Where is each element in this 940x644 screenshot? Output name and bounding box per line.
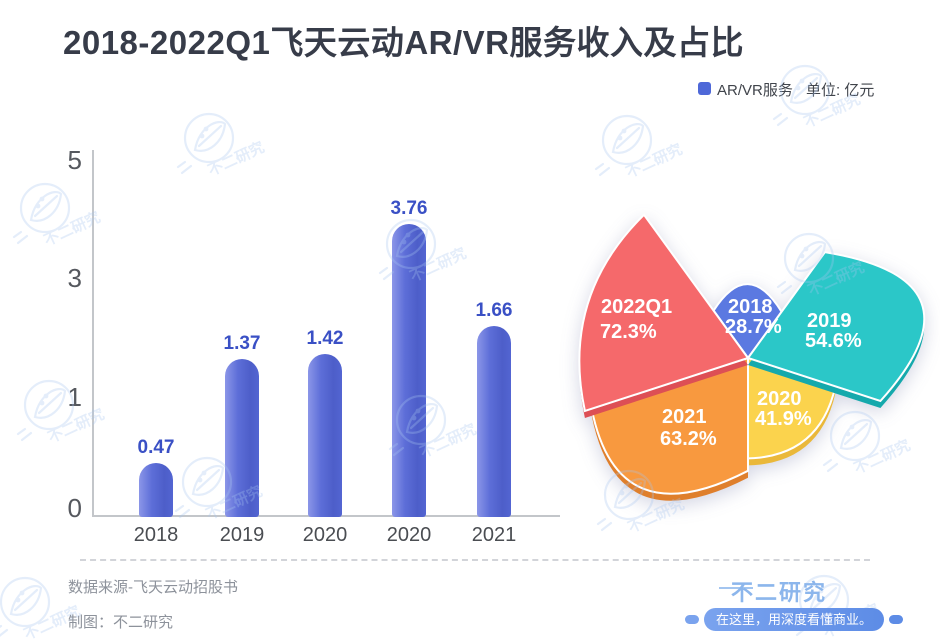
y-tick-0: 0 [67,493,82,523]
pie-petal-2021 [590,356,749,495]
bar-chart-y-axis [92,150,94,517]
pie-label-2020: 2020 [757,388,802,410]
pie-pct-2020: 41.9% [755,408,812,430]
brand-slogan-banner: 在这里，用深度看懂商业。 [685,608,903,631]
svg-text:不二研究: 不二研究 [205,138,267,180]
x-tick-2: 2020 [302,524,348,546]
brand-logo-text: 不二研究 [718,575,827,607]
data-source-text: 数据来源-飞天云动招股书 [68,579,238,596]
bar-value-4: 1.66 [475,300,513,321]
pie-label-2019: 2019 [807,310,852,332]
pie-petal-2022Q1 [578,213,750,413]
y-tick-1: 1 [67,382,82,412]
x-tick-1: 2019 [219,524,265,546]
x-tick-4: 2021 [471,524,517,546]
pie-pct-2019: 54.6% [805,330,862,352]
page-title: 2018-2022Q1飞天云动AR/VR服务收入及占比 [63,24,745,61]
x-tick-3: 2020 [386,524,432,546]
unit-label: 单位: 亿元 [806,82,875,99]
bar-value-2: 1.42 [306,328,344,349]
legend-swatch [698,82,711,95]
watermark-rocket-logo: 不二研究 [772,64,863,132]
x-tick-0: 2018 [133,524,179,546]
svg-text:不二研究: 不二研究 [417,420,479,462]
legend-series-label: AR/VR服务 [717,82,793,99]
bar-value-3: 3.76 [390,198,428,219]
pie-label-2022Q1: 2022Q1 [601,296,672,318]
footer-divider [80,559,870,561]
pie-pct-2018: 28.7% [725,316,782,338]
pie-pct-2022Q1: 72.3% [600,321,657,343]
bar-1-2019 [225,359,259,517]
pie-label-2018: 2018 [728,296,773,318]
bar-4-2021 [477,326,511,517]
pie-pct-2021: 63.2% [660,428,717,450]
y-tick-5: 5 [67,145,82,175]
bar-value-0: 0.47 [137,437,175,458]
y-tick-3: 3 [67,263,82,293]
pie-label-2021: 2021 [662,406,707,428]
watermark-rocket-logo: 不二研究 [176,112,267,180]
bar-2-2020 [308,354,342,517]
bar-value-1: 1.37 [223,333,261,354]
credit-text: 制图：不二研究 [68,614,174,631]
bar-3-2020 [392,224,426,517]
pie-petal-2018 [712,283,783,360]
bar-0-2018 [139,463,173,517]
watermark-rocket-logo: 不二研究 [12,182,103,250]
pie-petal-2019 [746,251,926,403]
